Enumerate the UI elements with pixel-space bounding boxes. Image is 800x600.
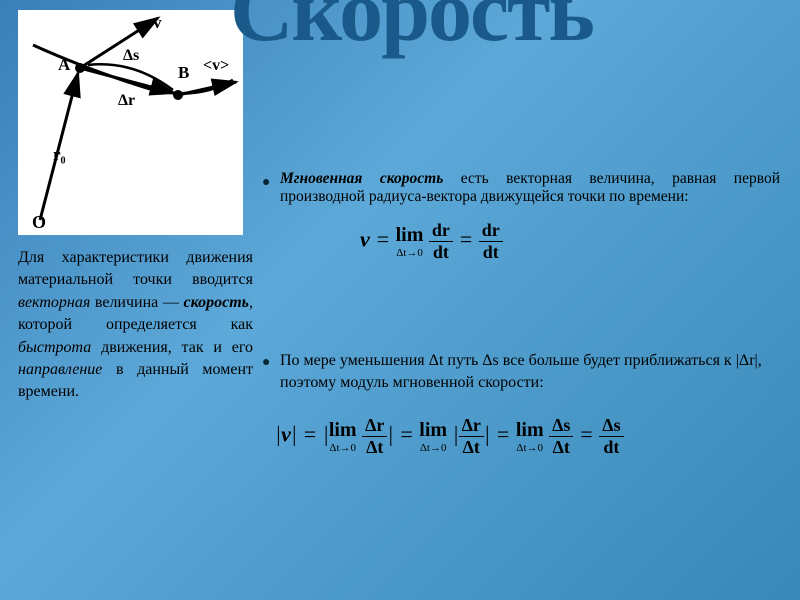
label-O: O bbox=[32, 212, 46, 232]
vector-diagram: O A B v <v> Δs Δr r₀ bbox=[18, 10, 243, 235]
label-ds: Δs bbox=[123, 47, 139, 64]
page-title: Скорость bbox=[230, 0, 800, 54]
bullet-icon: ● bbox=[262, 355, 270, 371]
paragraph-instant-velocity: Мгновенная скорость есть векторная велич… bbox=[280, 170, 780, 206]
paragraph-modulus: По мере уменьшения Δt путь Δs все больше… bbox=[280, 350, 785, 393]
formula-velocity-derivative: v = limΔt→0 drdt = drdt bbox=[360, 220, 503, 263]
label-r0: r₀ bbox=[53, 145, 66, 164]
label-dr: Δr bbox=[118, 92, 135, 109]
formula-velocity-modulus: |v| = |limΔt→0 ΔrΔt| = limΔt→0 |ΔrΔt| = … bbox=[275, 415, 624, 458]
paragraph-velocity-intro: Для характеристики движения материальной… bbox=[18, 247, 253, 404]
label-v: v bbox=[153, 13, 162, 32]
label-B: B bbox=[178, 63, 189, 82]
bullet-icon: ● bbox=[262, 175, 270, 191]
label-A: A bbox=[58, 55, 71, 74]
label-avg-v: <v> bbox=[203, 57, 229, 74]
term-instant-velocity: Мгновенная скорость bbox=[280, 170, 443, 187]
